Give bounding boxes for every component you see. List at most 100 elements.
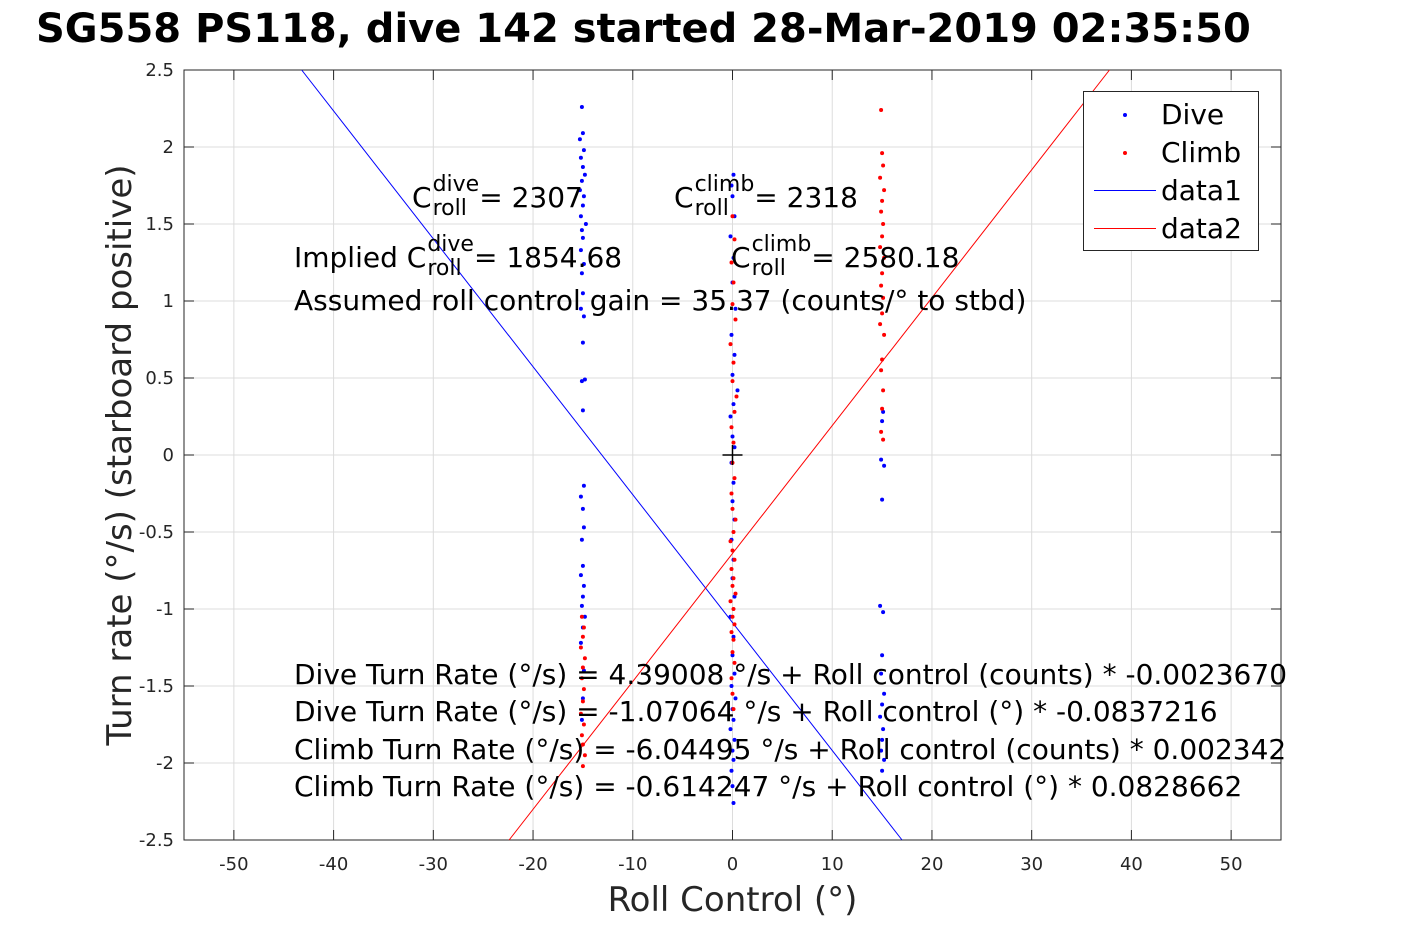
legend-item-climb: Climb bbox=[1084, 134, 1260, 172]
point-climb bbox=[878, 322, 883, 327]
point-dive bbox=[732, 594, 737, 599]
x-axis-label: Roll Control (°) bbox=[607, 880, 858, 920]
equation-dive-degrees: Dive Turn Rate (°/s) = -1.07064 °/s + Ro… bbox=[294, 695, 1218, 728]
y-tick-label: -2 bbox=[156, 753, 174, 774]
point-climb bbox=[880, 271, 885, 276]
point-dive bbox=[729, 684, 734, 688]
legend-line-data2-icon bbox=[1094, 228, 1156, 229]
point-dive bbox=[731, 172, 736, 177]
point-climb bbox=[729, 491, 734, 496]
y-tick-label: 2 bbox=[163, 137, 174, 158]
point-dive bbox=[880, 768, 885, 773]
point-climb bbox=[730, 506, 735, 511]
point-dive bbox=[730, 748, 735, 753]
point-climb bbox=[880, 198, 885, 203]
point-dive bbox=[580, 131, 585, 136]
point-climb bbox=[730, 691, 735, 696]
point-climb bbox=[879, 429, 884, 434]
point-climb bbox=[733, 591, 738, 596]
scatter-points bbox=[577, 104, 887, 806]
point-dive bbox=[880, 737, 885, 742]
point-dive bbox=[579, 228, 584, 233]
fit-lines bbox=[301, 69, 1110, 841]
point-dive bbox=[880, 419, 885, 424]
point-dive bbox=[732, 445, 737, 450]
point-dive bbox=[580, 235, 585, 240]
point-climb bbox=[879, 209, 884, 214]
point-climb bbox=[729, 260, 734, 265]
point-climb bbox=[733, 517, 738, 522]
x-tick-label: -10 bbox=[618, 854, 647, 875]
point-dive bbox=[731, 757, 736, 762]
point-dive bbox=[579, 603, 584, 608]
point-climb bbox=[730, 302, 735, 307]
point-climb bbox=[730, 650, 735, 655]
point-dive bbox=[578, 214, 583, 219]
x-tick-label: -40 bbox=[319, 854, 348, 875]
point-climb bbox=[728, 599, 733, 604]
point-dive bbox=[579, 271, 584, 276]
y-tick-label: -2.5 bbox=[139, 830, 174, 851]
point-dive bbox=[729, 768, 734, 773]
point-climb bbox=[882, 332, 887, 337]
x-tick-label: -20 bbox=[518, 854, 547, 875]
point-dive bbox=[882, 463, 887, 468]
point-dive bbox=[879, 671, 884, 676]
point-dive bbox=[880, 497, 885, 502]
point-dive bbox=[729, 332, 734, 337]
point-climb bbox=[881, 295, 886, 300]
point-dive bbox=[581, 668, 586, 673]
point-dive bbox=[730, 434, 735, 439]
point-dive bbox=[577, 188, 582, 193]
point-climb bbox=[579, 676, 584, 681]
point-dive bbox=[882, 691, 887, 696]
equation-climb-degrees: Climb Turn Rate (°/s) = -0.614247 °/s + … bbox=[294, 770, 1243, 803]
point-climb bbox=[580, 665, 585, 670]
point-dive bbox=[880, 653, 885, 658]
point-dive bbox=[728, 414, 733, 419]
point-dive bbox=[881, 727, 886, 732]
point-dive bbox=[881, 409, 886, 414]
x-tick-label: 0 bbox=[727, 854, 738, 875]
point-climb bbox=[731, 637, 736, 642]
x-tick-label: -30 bbox=[419, 854, 448, 875]
point-dive bbox=[878, 714, 883, 719]
point-dive bbox=[732, 737, 737, 742]
legend-line-data1-icon bbox=[1094, 190, 1156, 191]
legend-item-data1: data1 bbox=[1084, 172, 1260, 210]
point-dive bbox=[731, 801, 736, 806]
y-tick-label: -1.5 bbox=[139, 676, 174, 697]
point-dive bbox=[580, 594, 585, 599]
point-climb bbox=[581, 625, 586, 630]
point-climb bbox=[730, 548, 735, 553]
point-dive bbox=[579, 717, 584, 722]
point-dive bbox=[579, 178, 584, 183]
point-dive bbox=[735, 388, 740, 393]
point-climb bbox=[728, 539, 733, 544]
legend-dot-dive-icon bbox=[1123, 113, 1127, 117]
point-dive bbox=[583, 222, 588, 226]
point-dive bbox=[580, 408, 585, 413]
point-dive bbox=[881, 610, 886, 615]
x-tick-label: 10 bbox=[821, 854, 844, 875]
point-dive bbox=[579, 379, 584, 384]
point-dive bbox=[731, 402, 736, 407]
y-tick-label: -1 bbox=[156, 599, 174, 620]
point-climb bbox=[732, 237, 737, 242]
point-dive bbox=[731, 480, 736, 485]
point-dive bbox=[581, 314, 586, 319]
y-tick-label: 0.5 bbox=[145, 368, 174, 389]
y-tick-label: 2.5 bbox=[145, 60, 174, 81]
axis-ticks: -50 -40 -30 -20 -10 0 10 20 30 40 50-2.5-2-1.5-1-0… bbox=[139, 60, 1281, 875]
legend-item-dive: Dive bbox=[1084, 96, 1260, 134]
point-dive bbox=[578, 306, 583, 311]
point-climb bbox=[730, 583, 735, 588]
fit-line-data2 bbox=[508, 69, 1110, 841]
point-climb bbox=[579, 733, 584, 738]
point-climb bbox=[729, 566, 734, 571]
point-dive bbox=[731, 634, 736, 639]
point-climb bbox=[733, 317, 738, 322]
point-dive bbox=[728, 727, 733, 732]
point-climb bbox=[580, 634, 585, 639]
